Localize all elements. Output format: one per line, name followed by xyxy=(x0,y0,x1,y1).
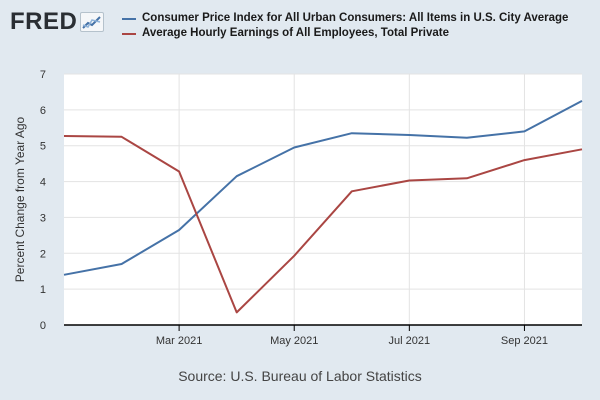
series-line-1 xyxy=(63,135,583,314)
data-point xyxy=(349,131,354,136)
x-tick-labels: Mar 2021 May 2021 Jul 2021 Sep 2021 xyxy=(156,325,548,347)
data-point xyxy=(292,253,297,258)
y-tick-label: 7 xyxy=(40,69,46,81)
data-point xyxy=(292,145,297,150)
logo-text: FRED xyxy=(10,8,78,35)
data-point xyxy=(580,98,585,103)
x-tick-label: Sep 2021 xyxy=(501,335,548,347)
y-axis-label: Percent Change from Year Ago xyxy=(13,116,27,282)
grid-lines xyxy=(64,73,582,325)
legend: Consumer Price Index for All Urban Consu… xyxy=(122,12,592,42)
y-tick-label: 4 xyxy=(40,177,46,189)
legend-entry-cpi[interactable]: Consumer Price Index for All Urban Consu… xyxy=(122,12,592,25)
y-tick-label: 2 xyxy=(40,248,46,260)
legend-label-earnings: Average Hourly Earnings of All Employees… xyxy=(142,27,449,39)
trend-chart-icon xyxy=(80,12,105,32)
data-point xyxy=(464,176,469,181)
x-tick-label: Jul 2021 xyxy=(389,335,431,347)
series-lines xyxy=(62,98,585,315)
fred-logo: FRED xyxy=(10,8,105,36)
data-point xyxy=(177,227,182,232)
y-tick-label: 3 xyxy=(40,212,46,224)
data-point xyxy=(407,178,412,183)
x-tick-label: Mar 2021 xyxy=(156,335,202,347)
data-point xyxy=(464,135,469,140)
legend-entry-earnings[interactable]: Average Hourly Earnings of All Employees… xyxy=(122,27,592,40)
data-point xyxy=(580,147,585,152)
data-point xyxy=(522,129,527,134)
data-point xyxy=(62,272,67,277)
data-point xyxy=(177,169,182,174)
data-point xyxy=(407,132,412,137)
y-tick-label: 0 xyxy=(40,320,46,332)
legend-label-cpi: Consumer Price Index for All Urban Consu… xyxy=(142,12,569,24)
data-point xyxy=(62,134,67,139)
y-tick-label: 1 xyxy=(40,284,46,296)
y-tick-label: 5 xyxy=(40,141,46,153)
data-point xyxy=(119,262,124,267)
legend-swatch-earnings xyxy=(122,33,136,35)
series-line-0 xyxy=(63,100,583,276)
source-note: Source: U.S. Bureau of Labor Statistics xyxy=(178,368,422,384)
data-point xyxy=(119,134,124,139)
data-point xyxy=(349,189,354,194)
plot-area xyxy=(64,74,582,325)
x-tick-label: May 2021 xyxy=(270,335,318,347)
data-point xyxy=(234,174,239,179)
legend-swatch-cpi xyxy=(122,18,136,20)
y-tick-label: 6 xyxy=(40,105,46,117)
y-tick-labels: 0 1 2 3 4 5 6 7 xyxy=(40,69,46,332)
data-point xyxy=(234,310,239,315)
data-point xyxy=(522,158,527,163)
